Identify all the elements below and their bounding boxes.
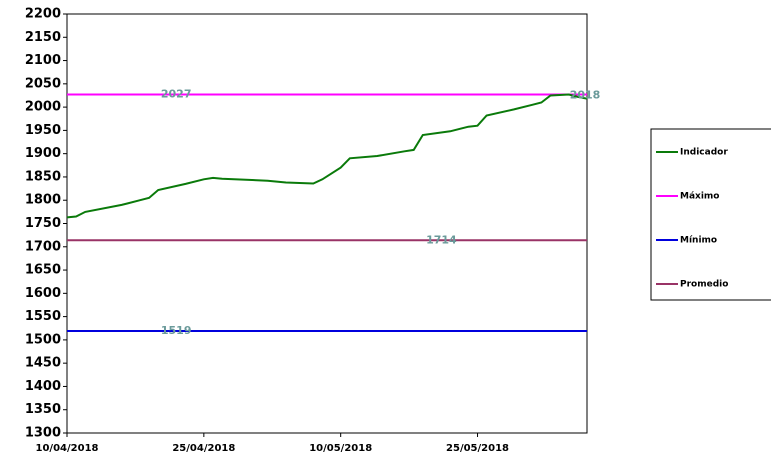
y-tick-label: 1600 xyxy=(25,286,61,301)
y-tick-label: 2150 xyxy=(25,30,61,45)
y-tick-label: 2000 xyxy=(25,100,61,115)
y-tick-label: 1400 xyxy=(25,379,61,394)
y-tick-label: 1700 xyxy=(25,239,61,254)
y-tick-label: 1850 xyxy=(25,169,61,184)
reference-label: 1714 xyxy=(426,233,457,246)
y-tick-label: 1450 xyxy=(25,356,61,371)
reference-label: 1519 xyxy=(161,324,192,337)
end-label: 2018 xyxy=(570,89,601,102)
legend-label: Promedio xyxy=(680,280,728,290)
x-tick-label: 10/04/2018 xyxy=(36,443,99,454)
legend-box xyxy=(650,128,771,301)
y-tick-label: 1650 xyxy=(25,263,61,278)
legend-label: Indicador xyxy=(680,148,728,158)
y-tick-label: 1500 xyxy=(25,332,61,347)
series-line xyxy=(66,93,588,219)
y-tick-label: 1350 xyxy=(25,402,61,417)
y-tick-label: 1300 xyxy=(25,426,61,441)
y-tick-label: 2050 xyxy=(25,76,61,91)
x-tick-label: 25/04/2018 xyxy=(172,443,235,454)
y-tick-label: 1750 xyxy=(25,216,61,231)
y-tick-label: 1550 xyxy=(25,309,61,324)
y-tick-label: 1900 xyxy=(25,146,61,161)
y-tick-label: 1800 xyxy=(25,193,61,208)
x-tick-label: 25/05/2018 xyxy=(446,443,509,454)
y-tick-label: 2200 xyxy=(25,7,61,22)
legend-label: Mínimo xyxy=(680,236,717,246)
y-tick-label: 2100 xyxy=(25,53,61,68)
x-tick-label: 10/05/2018 xyxy=(309,443,372,454)
y-tick-label: 1950 xyxy=(25,123,61,138)
legend-label: Máximo xyxy=(680,192,719,202)
reference-label: 2027 xyxy=(161,88,192,101)
